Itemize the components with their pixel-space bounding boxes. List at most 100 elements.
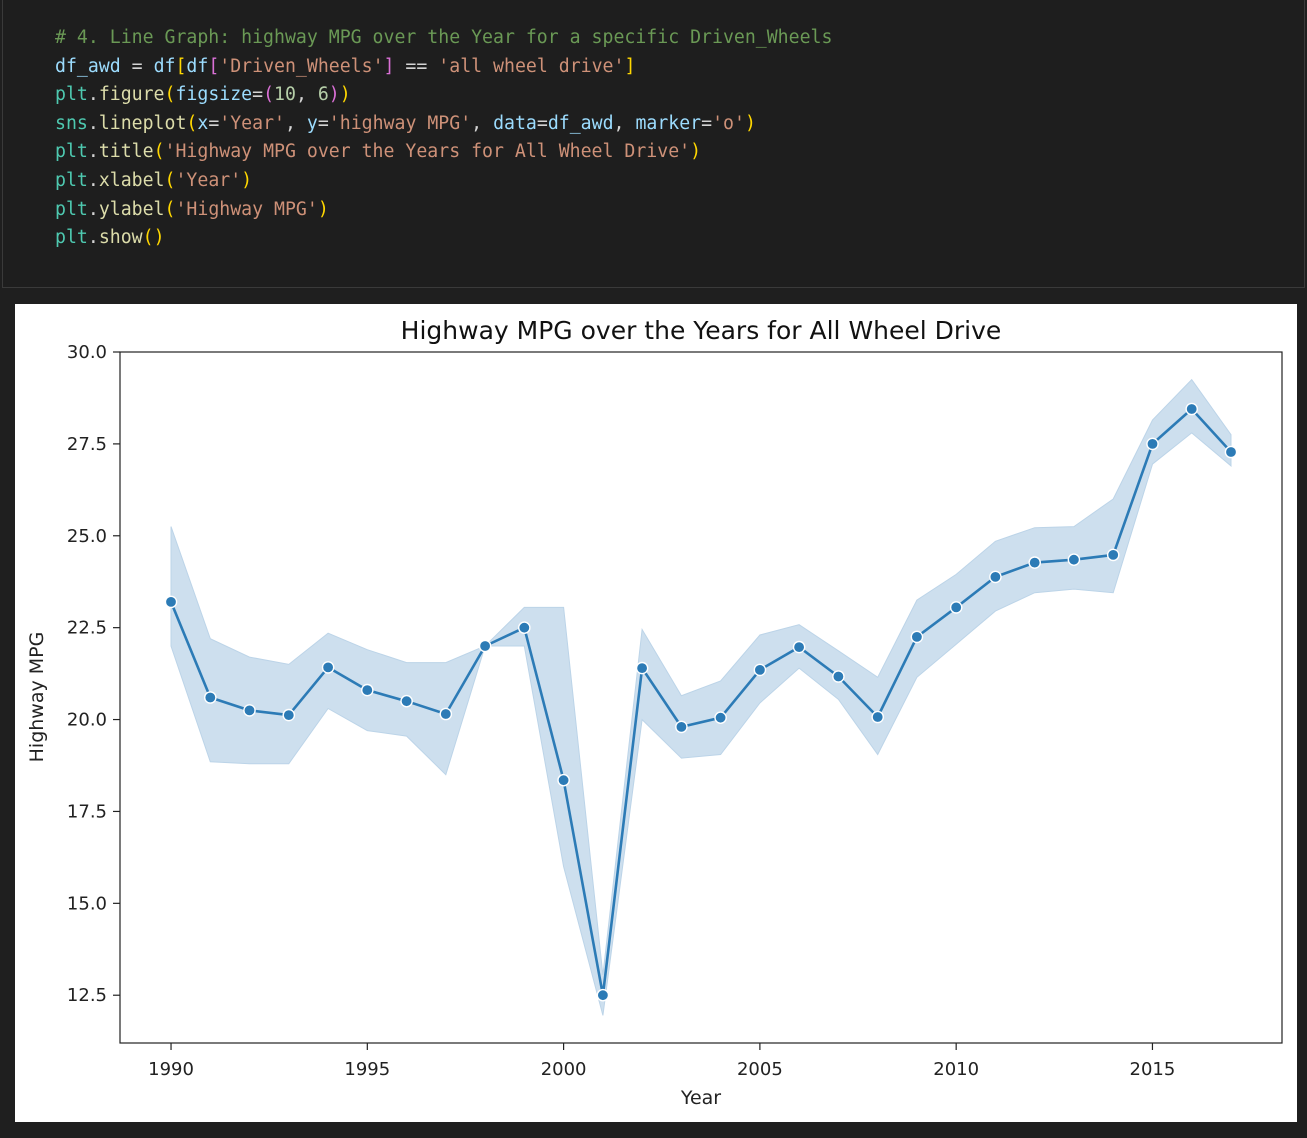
y-tick-label: 22.5	[67, 618, 107, 639]
data-point	[1146, 437, 1159, 451]
code-token: xlabel	[98, 169, 165, 191]
data-point	[675, 720, 688, 734]
data-point	[203, 691, 217, 704]
data-point	[1224, 445, 1238, 459]
code-token: lineplot	[98, 112, 187, 134]
code-token: plt	[55, 169, 88, 191]
code-token: [	[208, 55, 220, 77]
code-token: 6	[317, 84, 329, 106]
code-token: (	[142, 227, 154, 249]
code-token: 'highway MPG'	[328, 112, 472, 134]
x-tick-label: 2010	[933, 1059, 979, 1080]
data-point	[282, 708, 296, 722]
code-token: ]	[624, 55, 636, 77]
y-tick-label: 12.5	[67, 985, 107, 1006]
code-token: # 4. Line Graph: highway MPG over the Ye…	[55, 27, 833, 48]
data-point	[714, 711, 727, 725]
code-token: .	[87, 169, 99, 191]
code-line: df_awd = df[df['Driven_Wheels'] == 'all …	[55, 53, 832, 82]
data-point	[1067, 553, 1081, 566]
code-token: =	[208, 112, 220, 134]
code-token: =	[317, 112, 329, 134]
data-point	[478, 639, 492, 653]
code-token: 'Year'	[219, 112, 285, 134]
confidence-band	[170, 378, 1232, 1016]
data-point	[164, 595, 178, 609]
y-tick-label: 30.0	[67, 342, 107, 363]
code-cell[interactable]: # 4. Line Graph: highway MPG over the Ye…	[2, 0, 1305, 288]
code-token: plt	[55, 141, 88, 163]
code-token: df_awd	[55, 55, 121, 77]
code-token: y	[306, 112, 318, 134]
code-token: [	[175, 55, 187, 77]
code-token: show	[98, 227, 143, 249]
code-token: ,	[284, 112, 307, 134]
code-token: ylabel	[98, 198, 165, 220]
code-token: df_awd	[547, 112, 614, 134]
code-token: figsize	[175, 84, 253, 106]
code-token: plt	[55, 198, 88, 220]
code-token: ]	[383, 55, 395, 77]
data-point	[871, 710, 885, 724]
code-token: (	[153, 141, 165, 163]
data-point	[792, 640, 806, 654]
x-tick-label: 2015	[1130, 1059, 1176, 1080]
chart-title: Highway MPG over the Years for All Wheel…	[401, 316, 1002, 345]
code-token: sns	[55, 112, 88, 134]
code-token: x	[197, 112, 209, 134]
code-token: ==	[394, 55, 439, 77]
code-token: )	[153, 227, 165, 249]
code-token: =	[252, 84, 264, 106]
code-token: df	[186, 55, 209, 77]
code-token: (	[164, 198, 176, 220]
code-token: =	[120, 55, 154, 77]
code-token: 'Highway MPG over the Years for All Whee…	[164, 141, 691, 163]
code-token: 'o'	[712, 112, 745, 134]
code-token: ,	[613, 112, 636, 134]
x-tick-label: 2000	[541, 1059, 587, 1080]
code-token: figure	[98, 84, 165, 106]
data-point	[360, 683, 374, 697]
code-line: plt.show()	[55, 224, 832, 253]
code-token: 'all wheel drive'	[438, 55, 625, 77]
code-token: =	[536, 112, 548, 134]
code-token: 10	[274, 84, 296, 106]
data-point	[1185, 402, 1198, 416]
code-token: .	[87, 227, 99, 249]
code-line: # 4. Line Graph: highway MPG over the Ye…	[55, 24, 832, 53]
data-point	[910, 630, 924, 644]
code-token: .	[87, 141, 99, 163]
code-token: ,	[471, 112, 494, 134]
code-line: plt.figure(figsize=(10, 6))	[55, 81, 832, 110]
code-token: title	[98, 141, 154, 163]
code-token: 'Highway MPG'	[175, 198, 318, 220]
data-point	[1028, 556, 1042, 569]
x-tick-label: 1995	[344, 1059, 390, 1080]
code-token: 'Driven_Wheels'	[219, 55, 384, 77]
code-token: (	[164, 169, 176, 191]
y-tick-label: 27.5	[67, 434, 107, 455]
y-tick-label: 15.0	[67, 893, 107, 914]
y-tick-label: 20.0	[67, 710, 107, 731]
x-tick-label: 1990	[148, 1059, 194, 1080]
code-token: df	[153, 55, 176, 77]
data-point	[439, 707, 453, 721]
code-token: .	[87, 84, 99, 106]
data-point	[243, 704, 256, 717]
data-point	[753, 663, 767, 677]
data-point	[1106, 548, 1120, 562]
data-point	[557, 773, 570, 787]
code-token: marker	[635, 112, 702, 134]
code-token: 'Year'	[175, 169, 242, 191]
code-token: (	[164, 84, 176, 106]
line-chart: Highway MPG over the Years for All Wheel…	[26, 316, 1283, 1109]
code-token: )	[317, 198, 329, 220]
code-token: (	[186, 112, 198, 134]
code-line: plt.title('Highway MPG over the Years fo…	[55, 138, 832, 167]
code-editor[interactable]: # 4. Line Graph: highway MPG over the Ye…	[55, 24, 832, 253]
data-point	[596, 988, 610, 1002]
data-point	[517, 621, 531, 635]
code-token: )	[328, 84, 340, 106]
data-point	[400, 694, 413, 708]
code-token: .	[87, 198, 99, 220]
